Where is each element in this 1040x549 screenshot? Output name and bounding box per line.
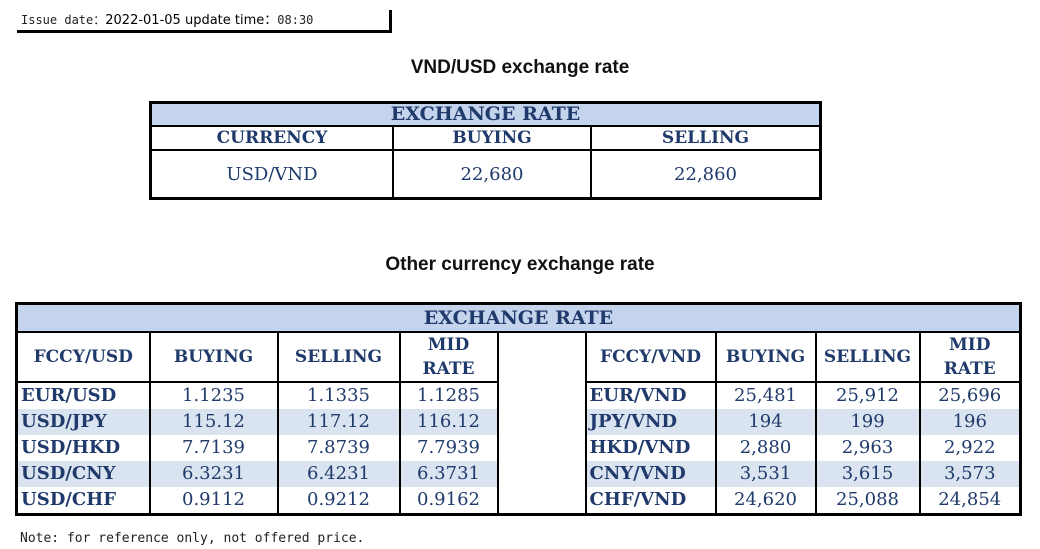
- vnd-sell-cell: 199: [815, 409, 921, 435]
- sell-cell: 117.12: [277, 409, 401, 435]
- sell-cell: 0.9212: [277, 487, 401, 515]
- buy-cell: 7.7139: [149, 435, 279, 461]
- vnd-mid-cell: 196: [919, 409, 1021, 435]
- issue-date-label: Issue date：: [21, 13, 106, 27]
- update-time: 08:30: [277, 13, 314, 27]
- vnd-buy-cell: 3,531: [715, 461, 817, 487]
- vnd-buy-cell: 24,620: [715, 487, 817, 515]
- column-header: MID RATE: [919, 332, 1021, 383]
- vnd-sell-cell: 25,912: [815, 382, 921, 409]
- mid-cell: 7.7939: [399, 435, 499, 461]
- vnd-buy-cell: 25,481: [715, 382, 817, 409]
- vnd-buy-cell: 194: [715, 409, 817, 435]
- vnd-mid-cell: 3,573: [919, 461, 1021, 487]
- vnd-mid-cell: 25,696: [938, 385, 1002, 406]
- main-title: VND/USD exchange rate: [410, 57, 630, 78]
- mid-cell: 0.9162: [399, 487, 499, 515]
- sell-cell: 1.1335: [277, 382, 401, 409]
- buy-cell: 0.9112: [149, 487, 279, 515]
- buy-cell: 115.12: [149, 409, 279, 435]
- other-title: Other currency exchange rate: [385, 254, 655, 275]
- column-header: FCCY/USD: [16, 332, 151, 383]
- column-header: BUYING: [392, 125, 592, 151]
- vnd-pair-cell: CNY/VND: [585, 461, 717, 487]
- column-header: SELLING: [815, 332, 921, 383]
- mid-cell: 116.12: [399, 409, 499, 435]
- spacer-cell: [497, 461, 587, 487]
- buy-cell: 1.1235: [149, 382, 279, 409]
- column-header: SELLING: [277, 332, 401, 383]
- other-rate-table: EXCHANGE RATE FCCY/USD BUYING SELLING MI…: [15, 302, 1022, 516]
- vnd-pair-cell: HKD/VND: [585, 435, 717, 461]
- pair-cell: USD/JPY: [16, 409, 151, 435]
- sell-cell: 6.4231: [277, 461, 401, 487]
- spacer-cell: [497, 487, 587, 515]
- column-header: BUYING: [715, 332, 817, 383]
- spacer-cell: [497, 435, 587, 461]
- vnd-sell-cell: 2,963: [815, 435, 921, 461]
- main-table-header: EXCHANGE RATE: [149, 101, 822, 127]
- disclaimer-note: Note: for reference only, not offered pr…: [20, 531, 365, 546]
- column-header: CURRENCY: [149, 125, 394, 151]
- issue-info: Issue date：2022-01-05 update time：08:30: [17, 10, 392, 33]
- mid-cell: 6.3731: [399, 461, 499, 487]
- vnd-pair-cell: JPY/VND: [585, 409, 717, 435]
- pair-cell: USD/CHF: [16, 487, 151, 515]
- vnd-buy-cell: 2,880: [715, 435, 817, 461]
- vnd-sell-cell: 25,088: [815, 487, 921, 515]
- column-header: MID RATE: [399, 332, 499, 383]
- pair-cell: USD/HKD: [16, 435, 151, 461]
- vnd-sell-cell: 3,615: [815, 461, 921, 487]
- sell-cell: 7.8739: [277, 435, 401, 461]
- selling-cell: 22,860: [590, 149, 822, 200]
- buy-cell: 6.3231: [149, 461, 279, 487]
- table-row: USD/HKD 7.7139 7.8739 7.7939 HKD/VND 2,8…: [16, 435, 1021, 461]
- column-header: SELLING: [590, 125, 822, 151]
- main-rate-table: EXCHANGE RATE CURRENCY BUYING SELLING US…: [149, 101, 822, 200]
- vnd-mid-cell: 2,922: [943, 437, 996, 458]
- mid-cell: 1.1285: [399, 382, 499, 409]
- table-row: EUR/USD 1.1235 1.1335 1.1285 EUR/VND 25,…: [16, 382, 1021, 409]
- table-row: USD/CHF 0.9112 0.9212 0.9162 CHF/VND 24,…: [16, 487, 1021, 515]
- vnd-mid-cell: 24,854: [938, 489, 1002, 510]
- vnd-pair-cell: CHF/VND: [585, 487, 717, 515]
- buying-cell: 22,680: [392, 149, 592, 200]
- spacer-cell: [497, 382, 587, 409]
- table-row: USD/JPY 115.12 117.12 116.12 JPY/VND 194…: [16, 409, 1021, 435]
- other-table-header: EXCHANGE RATE: [16, 303, 1021, 333]
- column-header: BUYING: [149, 332, 279, 383]
- column-header: FCCY/VND: [585, 332, 717, 383]
- pair-cell: EUR/USD: [16, 382, 151, 409]
- update-time-label: update time：: [184, 13, 278, 28]
- vnd-pair-cell: EUR/VND: [585, 382, 717, 409]
- currency-cell: USD/VND: [149, 149, 394, 200]
- pair-cell: USD/CNY: [16, 461, 151, 487]
- spacer-cell: [497, 409, 587, 435]
- spacer-cell: [497, 332, 587, 382]
- table-row: USD/CNY 6.3231 6.4231 6.3731 CNY/VND 3,5…: [16, 461, 1021, 487]
- issue-date: 2022-01-05: [105, 13, 181, 28]
